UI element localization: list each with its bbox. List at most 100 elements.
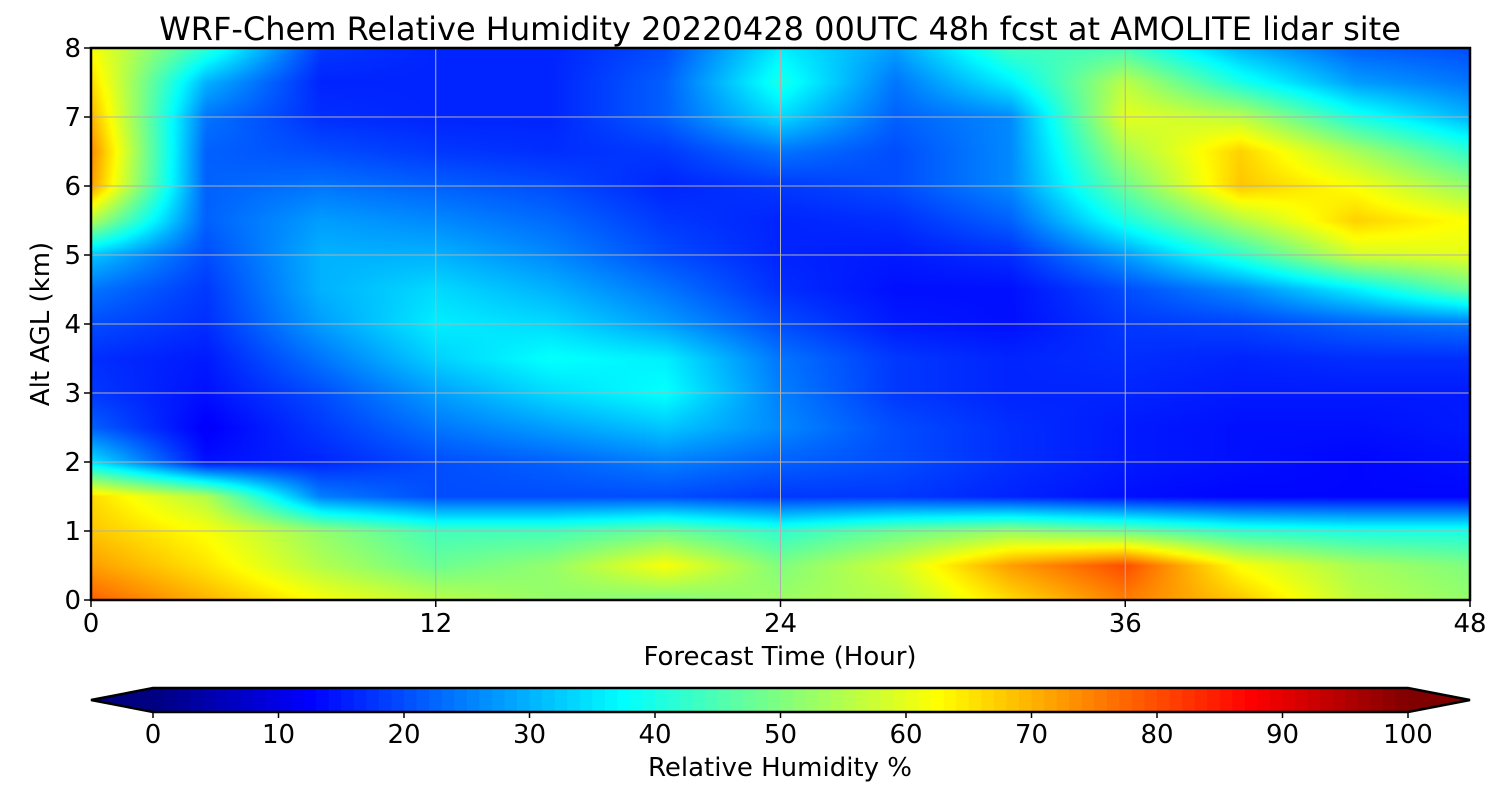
y-tick-label: 4 [64, 310, 81, 340]
colorbar-swatch [1307, 688, 1321, 712]
colorbar-swatch [956, 688, 970, 712]
colorbar-swatch [1295, 688, 1309, 712]
colorbar-swatch [341, 688, 355, 712]
colorbar-swatch [353, 688, 367, 712]
colorbar-swatch [1269, 688, 1284, 712]
colorbar-swatch [165, 688, 179, 712]
y-tick-label: 0 [64, 586, 81, 616]
y-tick-label: 5 [64, 241, 81, 271]
colorbar-swatch [303, 688, 317, 712]
colorbar-swatch [868, 688, 882, 712]
colorbar-swatch [1182, 688, 1196, 712]
colorbar-swatch [893, 688, 907, 712]
colorbar-swatch [1069, 688, 1083, 712]
colorbar-swatch [391, 688, 405, 712]
colorbar-swatch [1320, 688, 1334, 712]
colorbar-swatch [843, 688, 857, 712]
colorbar-swatch [466, 688, 480, 712]
colorbar-swatch [278, 688, 292, 712]
colorbar-swatch [767, 688, 782, 712]
colorbar-swatch [1056, 688, 1070, 712]
colorbar-swatch [604, 688, 618, 712]
colorbar-swatch [1370, 688, 1384, 712]
colorbar-swatch [1119, 688, 1133, 712]
colorbar-swatch [918, 688, 932, 712]
colorbar-tick-label: 80 [1140, 720, 1173, 750]
colorbar-scale [153, 688, 1409, 712]
colorbar-swatch [579, 688, 593, 712]
colorbar-label: Relative Humidity % [648, 753, 912, 783]
colorbar-swatch [692, 688, 706, 712]
colorbar-swatch [968, 688, 982, 712]
colorbar-swatch [542, 688, 556, 712]
colorbar-swatch [943, 688, 957, 712]
colorbar-swatch [1031, 688, 1045, 712]
colorbar-swatch [1194, 688, 1208, 712]
colorbar-swatch [416, 688, 430, 712]
colorbar-swatch [1282, 688, 1296, 712]
colorbar-swatch [1106, 688, 1120, 712]
colorbar-swatch [1219, 688, 1233, 712]
colorbar-swatch [655, 688, 669, 712]
colorbar-tick-label: 20 [387, 720, 420, 750]
colorbar-swatch [1332, 688, 1346, 712]
colorbar-ticks: 0 10 20 30 40 50 60 70 80 90 100 [145, 712, 1433, 750]
y-tick-label: 6 [64, 172, 81, 202]
colorbar-swatch [818, 688, 832, 712]
colorbar-swatch [491, 688, 505, 712]
colorbar-tick-label: 50 [764, 720, 797, 750]
colorbar-swatch [291, 688, 305, 712]
colorbar-swatch [529, 688, 543, 712]
colorbar-swatch [516, 688, 531, 712]
colorbar-swatch [1094, 688, 1108, 712]
colorbar-swatch [567, 688, 581, 712]
x-axis-label: Forecast Time (Hour) [643, 642, 916, 672]
grid-lines [91, 48, 1470, 600]
colorbar-swatch [1244, 688, 1258, 712]
y-axis-ticks: 0 1 2 3 4 5 6 7 8 [64, 34, 91, 616]
colorbar-swatch [993, 688, 1007, 712]
colorbar-swatch [1144, 688, 1158, 712]
colorbar: 0 10 20 30 40 50 60 70 80 90 100 [90, 686, 1471, 750]
colorbar-swatch [880, 688, 895, 712]
colorbar-swatch [1232, 688, 1246, 712]
colorbar-swatch [366, 688, 380, 712]
colorbar-swatch [705, 688, 719, 712]
colorbar-swatch [1157, 688, 1171, 712]
colorbar-swatch [1357, 688, 1371, 712]
colorbar-swatch [404, 688, 418, 712]
colorbar-swatch [742, 688, 756, 712]
colorbar-tick-label: 40 [638, 720, 671, 750]
colorbar-swatch [717, 688, 731, 712]
colorbar-swatch [240, 688, 254, 712]
colorbar-swatch [592, 688, 606, 712]
colorbar-swatch [504, 688, 518, 712]
colorbar-tick-label: 30 [513, 720, 546, 750]
colorbar-swatch [629, 688, 644, 712]
colorbar-swatch [830, 688, 844, 712]
y-tick-label: 1 [64, 517, 81, 547]
colorbar-swatch [479, 688, 493, 712]
colorbar-swatch [253, 688, 267, 712]
colorbar-swatch [178, 688, 192, 712]
colorbar-swatch [1169, 688, 1183, 712]
colorbar-swatch [931, 688, 945, 712]
colorbar-swatch [780, 688, 794, 712]
colorbar-under-arrow [91, 688, 153, 712]
colorbar-swatch [316, 688, 330, 712]
colorbar-swatch [1345, 688, 1359, 712]
colorbar-swatch [228, 688, 242, 712]
colorbar-swatch [680, 688, 694, 712]
colorbar-tick-label: 100 [1383, 720, 1433, 750]
chart-title: WRF-Chem Relative Humidity 20220428 00UT… [159, 10, 1401, 48]
colorbar-swatch [265, 688, 280, 712]
colorbar-swatch [454, 688, 468, 712]
colorbar-tick-label: 70 [1015, 720, 1048, 750]
x-tick-label: 48 [1453, 609, 1486, 639]
x-tick-label: 24 [764, 609, 797, 639]
colorbar-swatch [906, 688, 920, 712]
colorbar-swatch [805, 688, 819, 712]
colorbar-swatch [793, 688, 807, 712]
colorbar-swatch [981, 688, 995, 712]
